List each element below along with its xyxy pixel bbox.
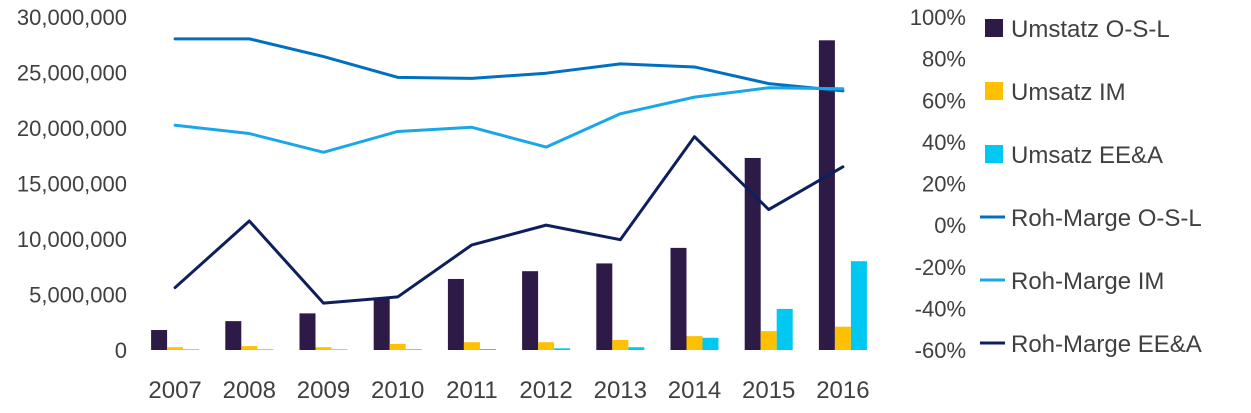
bar-umsatz-im-2012 [538,342,555,350]
x-tick-label: 2012 [519,377,572,404]
bar-umsatz-ee-a-2012 [554,348,571,350]
bar-umsatz-im-2007 [167,347,184,350]
bar-umsatz-ee-a-2016 [850,261,867,350]
x-tick-label: 2007 [148,377,201,404]
bar-umstatz-o-s-l-2011 [447,278,464,350]
legend-swatch-umsatz-ee-a [985,145,1003,163]
left-tick-label: 25,000,000 [17,61,127,86]
right-tick-label: 60% [922,88,966,113]
bar-umsatz-im-2008 [241,346,258,350]
right-tick-label: 0% [934,213,966,238]
right-tick-label: 20% [922,172,966,197]
line-roh-marge-ee-a [173,135,845,305]
line-series-group [173,37,845,305]
bar-umsatz-ee-a-2008 [257,349,274,350]
left-tick-label: 30,000,000 [17,5,127,30]
right-tick-label: -20% [915,255,966,280]
bar-umsatz-im-2009 [315,347,332,350]
bar-umsatz-ee-a-2011 [479,349,496,350]
legend: Umstatz O-S-L Umsatz IM Umsatz EE&A Roh-Mar… [980,16,1202,358]
right-tick-label: -60% [915,338,966,363]
legend-label-umstatz-o-s-l: Umstatz O-S-L [1011,16,1170,43]
bar-umsatz-im-2010 [389,343,406,350]
line-roh-marge-o-s-l [173,37,845,93]
line-roh-marge-im [173,86,845,154]
bar-umstatz-o-s-l-2008 [225,321,242,350]
bar-umstatz-o-s-l-2015 [744,157,761,350]
bar-umstatz-o-s-l-2013 [596,263,613,350]
legend-label-roh-marge-im: Roh-Marge IM [1011,268,1164,295]
left-tick-label: 20,000,000 [17,116,127,141]
x-tick-label: 2014 [668,377,721,404]
bar-umsatz-im-2015 [760,331,777,350]
x-tick-label: 2009 [297,377,350,404]
bar-umsatz-ee-a-2007 [183,349,200,350]
bar-umsatz-im-2014 [686,336,703,350]
bar-umsatz-ee-a-2010 [405,349,422,350]
left-tick-label: 10,000,000 [17,227,127,252]
bar-umsatz-ee-a-2009 [331,349,348,350]
bar-umsatz-im-2013 [612,340,629,350]
legend-label-umsatz-im: Umsatz IM [1011,79,1126,106]
bar-umsatz-ee-a-2014 [702,337,719,350]
x-tick-label: 2011 [446,377,498,404]
left-tick-label: 5,000,000 [29,283,127,308]
x-tick-label: 2015 [742,377,795,404]
right-tick-label: -40% [915,296,966,321]
legend-label-roh-marge-o-s-l: Roh-Marge O-S-L [1011,205,1202,232]
left-tick-label: 0 [115,338,127,363]
legend-label-roh-marge-ee-a: Roh-Marge EE&A [1011,331,1202,358]
legend-label-umsatz-ee-a: Umsatz EE&A [1011,142,1163,169]
x-tick-label: 2010 [371,377,424,404]
right-axis-ticks: -60% -40% -20% 0% 20% 40% 60% 80% 100% [910,5,966,363]
left-tick-label: 15,000,000 [17,172,127,197]
left-axis-ticks: 0 5,000,000 10,000,000 15,000,000 20,000,000… [17,5,127,363]
bar-umstatz-o-s-l-2010 [373,297,390,350]
right-tick-label: 100% [910,5,966,30]
bar-umsatz-ee-a-2013 [628,347,645,350]
x-tick-label: 2013 [594,377,647,404]
right-tick-label: 80% [922,47,966,72]
x-tick-label: 2016 [816,377,869,404]
bar-umstatz-o-s-l-2012 [522,271,539,350]
bar-umsatz-ee-a-2015 [776,308,793,350]
bar-umstatz-o-s-l-2009 [299,313,316,350]
right-tick-label: 40% [922,130,966,155]
legend-swatch-umsatz-im [985,82,1003,100]
bar-series-group [151,40,867,351]
bar-umstatz-o-s-l-2014 [670,247,687,350]
bar-umstatz-o-s-l-2007 [151,330,168,350]
bar-umsatz-im-2016 [834,326,851,350]
bar-umstatz-o-s-l-2016 [818,40,835,351]
x-axis-ticks: 2007 2008 2009 2010 2011 2012 2013 2014 2015 2016 [148,377,869,404]
legend-swatch-umstatz-o-s-l [985,19,1003,37]
x-tick-label: 2008 [223,377,276,404]
bar-umsatz-im-2011 [463,342,480,350]
